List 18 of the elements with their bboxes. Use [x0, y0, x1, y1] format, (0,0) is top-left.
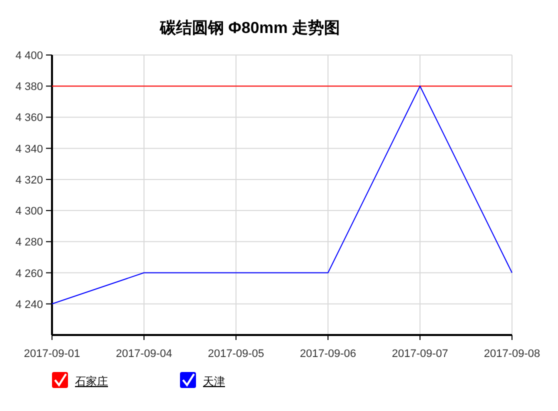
- x-tick-label: 2017-09-04: [116, 348, 172, 360]
- chart-title: 碳结圆钢 Φ80mm 走势图: [158, 19, 340, 37]
- x-tick-label: 2017-09-06: [300, 348, 356, 360]
- y-tick-label: 4 240: [15, 298, 43, 311]
- x-tick-label: 2017-09-08: [484, 348, 540, 360]
- x-tick-label: 2017-09-07: [392, 348, 448, 360]
- y-tick-label: 4 300: [15, 206, 43, 218]
- x-tick-label: 2017-09-01: [24, 348, 80, 360]
- y-tick-label: 4 380: [15, 81, 43, 94]
- y-tick-label: 4 360: [15, 112, 43, 124]
- y-tick-label: 4 400: [15, 50, 43, 62]
- legend-label: 天津: [203, 375, 225, 388]
- y-tick-label: 4 340: [15, 143, 43, 156]
- y-tick-label: 4 280: [15, 236, 43, 249]
- x-tick-label: 2017-09-05: [208, 348, 264, 360]
- y-tick-label: 4 320: [15, 174, 43, 186]
- y-tick-label: 4 260: [15, 268, 43, 280]
- legend-label: 石家庄: [75, 375, 108, 388]
